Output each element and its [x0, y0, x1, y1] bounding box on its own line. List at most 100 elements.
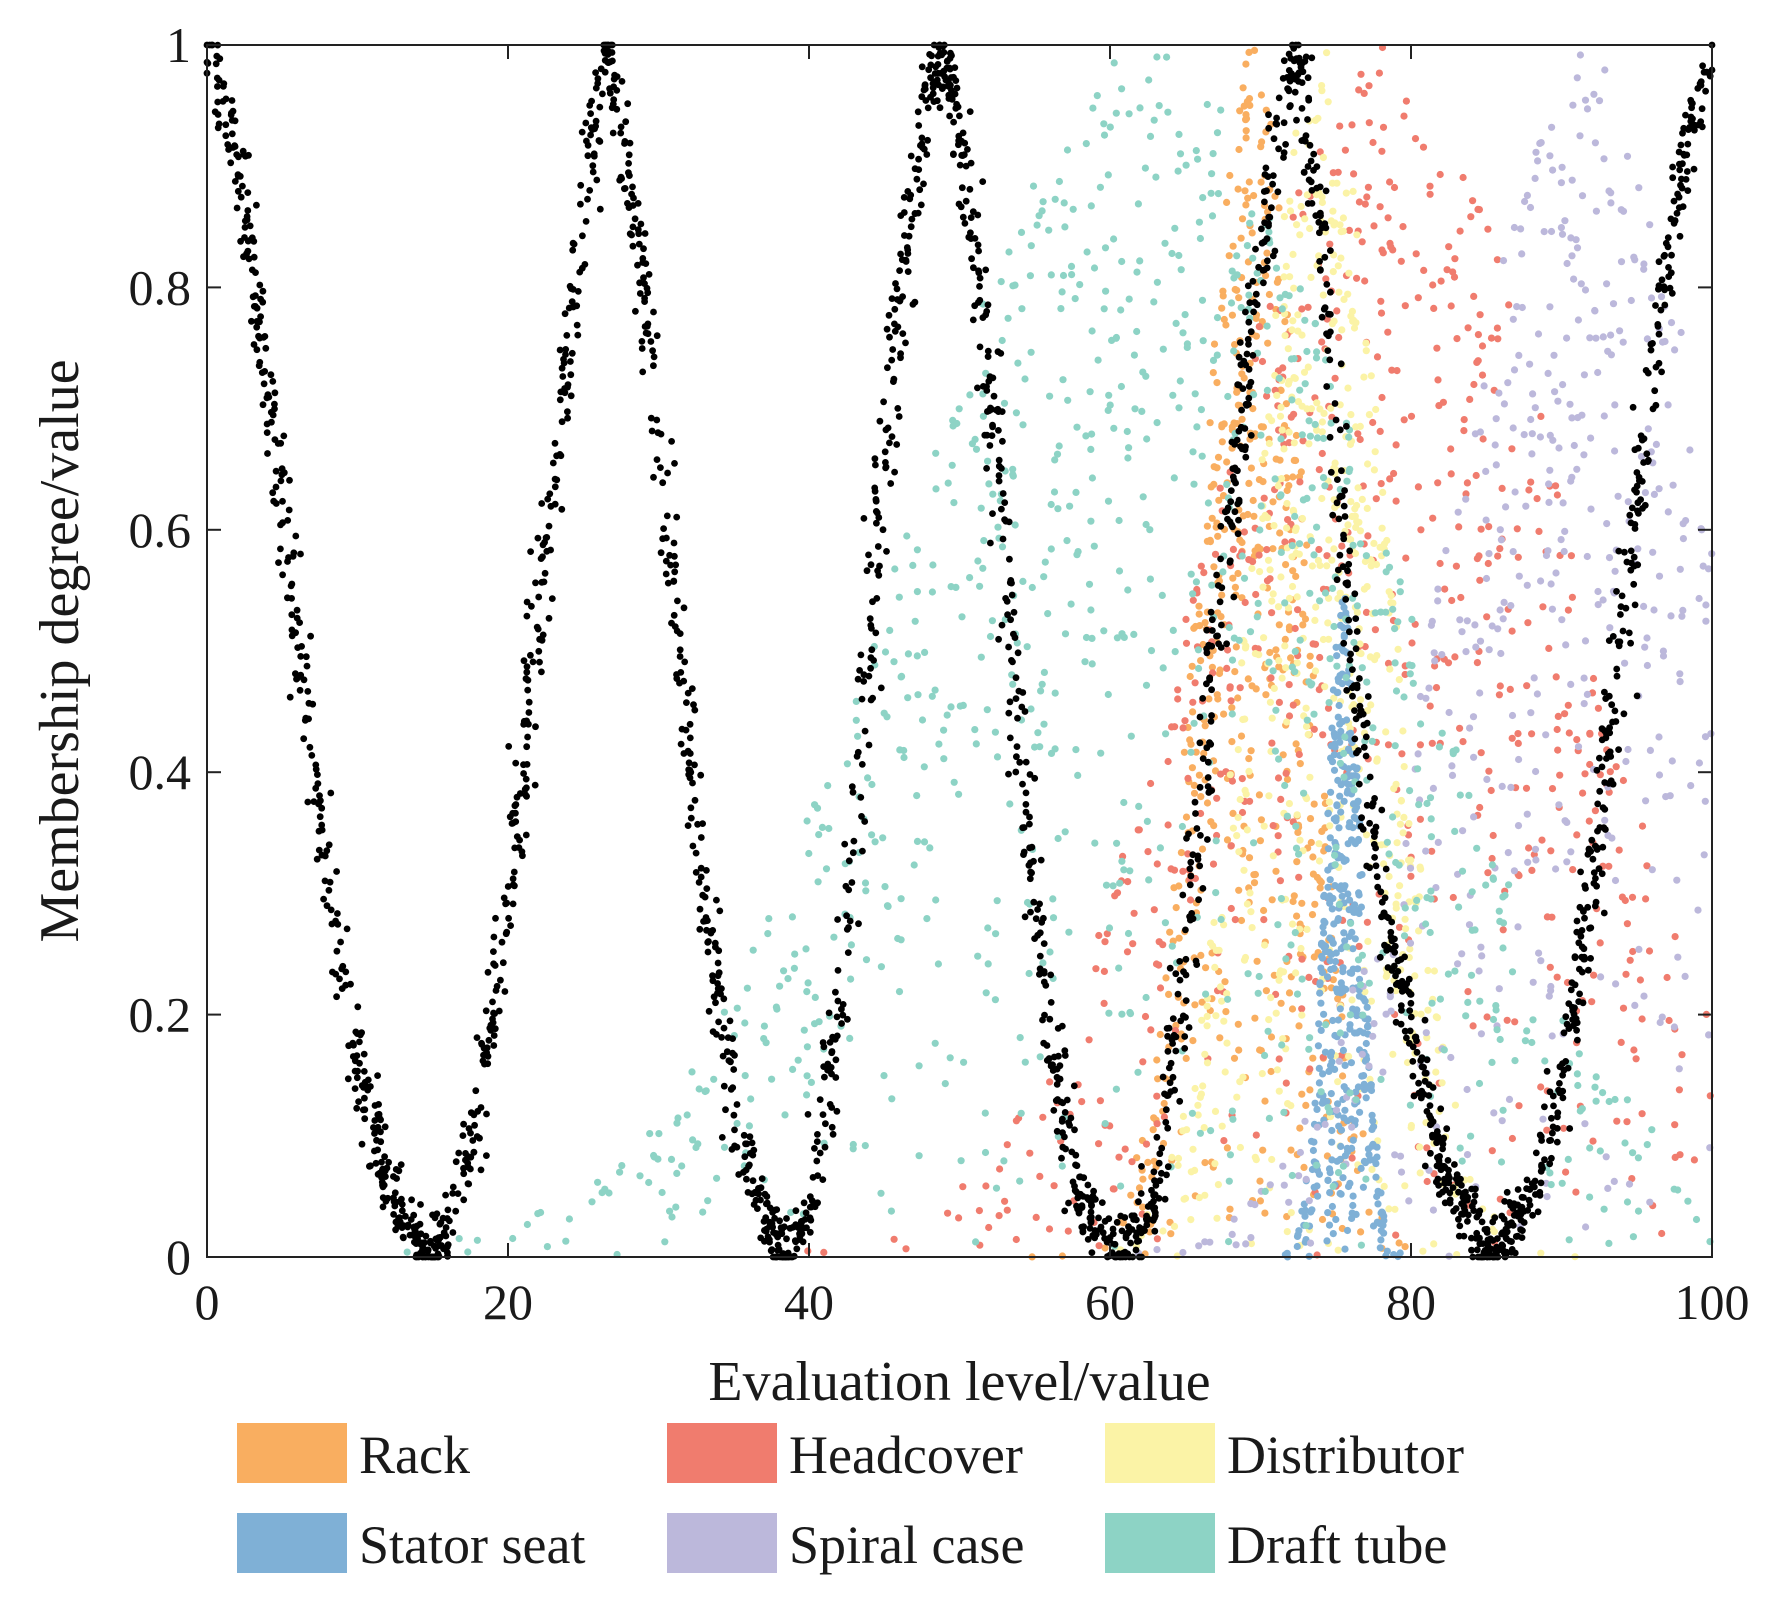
data-point: [1576, 51, 1584, 59]
data-point: [1640, 992, 1648, 1000]
curve-point: [224, 141, 232, 148]
data-point: [1391, 625, 1399, 633]
data-point: [464, 1248, 472, 1256]
data-point: [1016, 1177, 1024, 1185]
data-point: [1127, 1191, 1135, 1199]
curve-point: [356, 1059, 363, 1067]
curve-point: [300, 735, 308, 743]
data-point: [960, 1058, 968, 1066]
curve-point: [505, 743, 513, 750]
data-point: [1363, 1003, 1371, 1011]
data-point: [683, 1111, 691, 1119]
data-point: [1233, 388, 1241, 396]
data-point: [1400, 112, 1408, 120]
curve-point: [1578, 927, 1586, 934]
data-point: [1583, 105, 1592, 113]
data-point: [1323, 562, 1331, 570]
data-point: [1357, 1241, 1365, 1249]
data-point: [1646, 221, 1654, 229]
data-point: [991, 728, 1000, 736]
data-point: [1406, 864, 1415, 872]
data-point: [1551, 388, 1559, 396]
data-point: [1319, 1070, 1327, 1078]
data-point: [1272, 264, 1281, 272]
curve-point: [237, 193, 245, 201]
curve-point: [647, 414, 655, 422]
curve-point: [304, 688, 312, 695]
data-point: [1474, 357, 1482, 365]
curve-point: [792, 1207, 800, 1215]
data-point: [1223, 480, 1231, 489]
data-point: [1325, 895, 1333, 903]
curve-point: [639, 368, 647, 376]
data-point: [1310, 710, 1318, 718]
curve-point: [1407, 999, 1415, 1007]
data-point: [1213, 1214, 1221, 1222]
data-point: [1262, 987, 1270, 995]
curve-point: [657, 464, 664, 471]
data-point: [1087, 202, 1095, 210]
curve-point: [378, 1158, 385, 1166]
data-point: [1285, 377, 1293, 385]
curve-point: [1637, 432, 1645, 440]
curve-point: [913, 175, 921, 183]
data-point: [1371, 609, 1379, 617]
data-point: [1379, 488, 1387, 496]
data-point: [1596, 1147, 1604, 1155]
data-point: [1459, 827, 1467, 835]
data-point: [1508, 968, 1517, 976]
data-point: [1176, 377, 1184, 385]
data-point: [1617, 206, 1625, 214]
curve-point: [490, 948, 497, 955]
data-point: [1100, 131, 1109, 139]
data-point: [1146, 132, 1155, 140]
data-point: [1433, 344, 1441, 352]
data-point: [1238, 552, 1246, 560]
data-point: [1607, 199, 1615, 207]
data-point: [772, 1003, 781, 1011]
curve-point: [347, 980, 354, 988]
data-point: [1087, 445, 1095, 453]
data-point: [1163, 53, 1171, 61]
data-point: [1181, 311, 1189, 319]
data-point: [1197, 1090, 1205, 1098]
data-point: [1552, 482, 1560, 490]
data-point: [1345, 1052, 1353, 1060]
data-point: [1228, 267, 1236, 275]
data-point: [1260, 494, 1268, 502]
curve-point: [664, 579, 672, 587]
data-point: [1233, 832, 1241, 840]
data-point: [1635, 945, 1643, 954]
data-point: [1141, 164, 1149, 172]
curve-point: [730, 1066, 738, 1073]
curve-point: [1520, 1219, 1528, 1226]
data-point: [1263, 322, 1271, 330]
data-point: [1674, 953, 1682, 961]
data-point: [1275, 976, 1283, 984]
data-point: [1331, 374, 1339, 382]
data-point: [1306, 1086, 1314, 1094]
data-point: [1344, 521, 1352, 529]
data-point: [1115, 516, 1123, 525]
curve-point: [1273, 114, 1280, 122]
data-point: [1351, 549, 1360, 558]
curve-point: [538, 500, 546, 507]
data-point: [1159, 664, 1167, 672]
data-point: [1104, 171, 1112, 179]
curve-point: [1262, 164, 1270, 172]
data-point: [1054, 505, 1062, 513]
data-point: [1195, 664, 1203, 673]
data-point: [1344, 890, 1352, 898]
data-point: [1494, 335, 1502, 343]
data-point: [984, 960, 992, 968]
data-point: [1197, 657, 1205, 665]
data-point: [1475, 206, 1483, 214]
data-point: [1476, 637, 1485, 645]
data-point: [1306, 224, 1314, 233]
curve-point: [520, 657, 528, 665]
curve-point: [1185, 1024, 1193, 1031]
data-point: [1191, 679, 1199, 687]
data-point: [880, 1072, 888, 1080]
data-point: [811, 1020, 819, 1028]
data-point: [1447, 1053, 1455, 1062]
